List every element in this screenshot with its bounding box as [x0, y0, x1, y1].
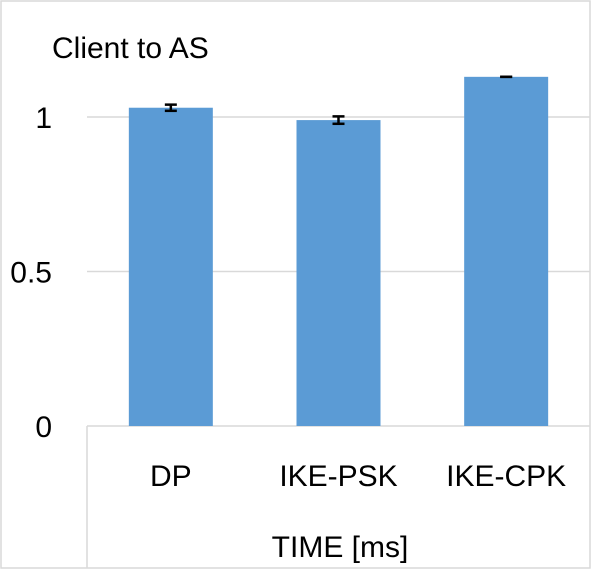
category-labels: DP IKE-PSK IKE-CPK [150, 460, 566, 493]
chart-title: Client to AS [52, 32, 209, 65]
bar-ike-cpk [464, 76, 549, 426]
error-bar-ike-psk [332, 115, 345, 126]
category-label: IKE-CPK [446, 460, 566, 493]
category-label: DP [150, 460, 192, 493]
y-tick-label: 0.5 [10, 257, 52, 290]
y-tick-label: 1 [35, 102, 52, 135]
bar-ike-psk [296, 120, 381, 426]
y-tick-labels: 00.51 [10, 102, 52, 444]
bars [128, 76, 549, 426]
category-label: IKE-PSK [279, 460, 397, 493]
y-tick-label: 0 [35, 411, 52, 444]
x-axis-label: TIME [ms] [272, 531, 409, 564]
error-bar-dp [164, 103, 177, 113]
bar-dp [128, 107, 213, 426]
error-bars [164, 75, 513, 126]
